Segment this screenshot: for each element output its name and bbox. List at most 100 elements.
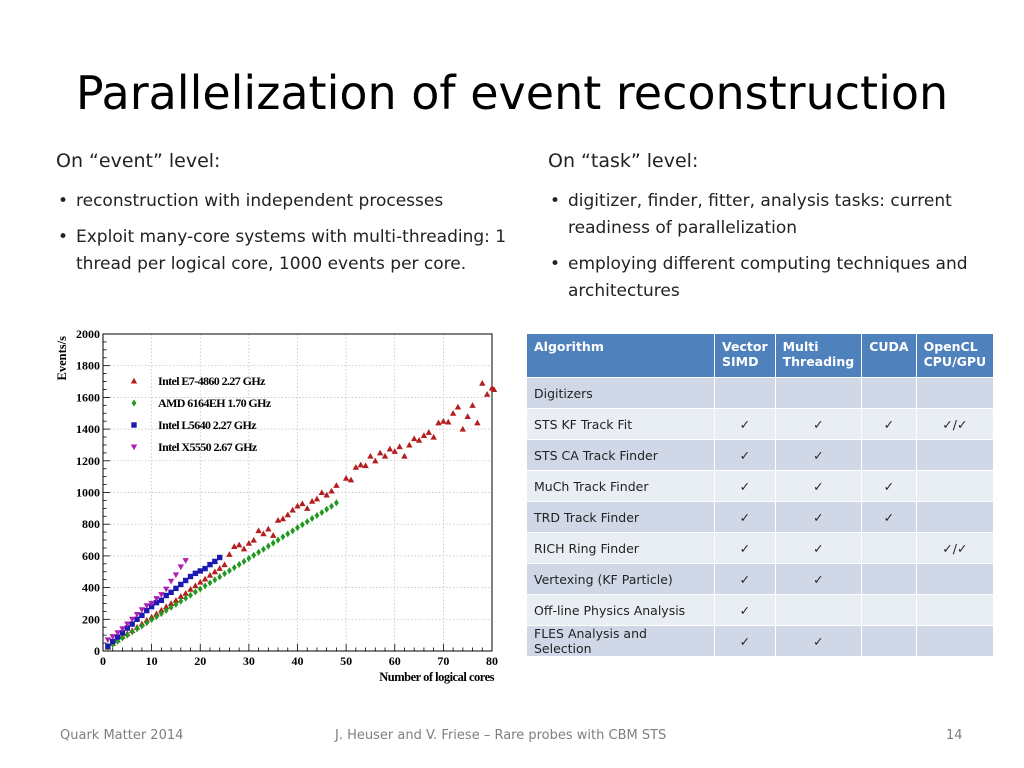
- data-point: [236, 560, 242, 568]
- opencl-cell: [915, 594, 995, 626]
- algorithm-cell: Digitizers: [526, 377, 715, 409]
- x-tick-label: 50: [340, 654, 352, 668]
- simd-cell: ✓: [714, 439, 776, 471]
- simd-cell: [714, 377, 776, 409]
- algorithm-cell: STS CA Track Finder: [526, 439, 715, 471]
- footer-conference: Quark Matter 2014: [60, 728, 184, 743]
- data-point: [454, 403, 462, 410]
- header-opencl: OpenCL CPU/GPU: [915, 333, 995, 378]
- data-point: [158, 592, 165, 598]
- y-tick-label: 0: [94, 644, 100, 658]
- data-point: [323, 491, 330, 498]
- slide-title: Parallelization of event reconstruction: [75, 66, 949, 120]
- data-point: [109, 634, 116, 640]
- data-point: [285, 530, 291, 538]
- table-row: Off-line Physics Analysis ✓: [526, 594, 995, 626]
- data-point: [415, 436, 423, 443]
- simd-cell: ✓: [714, 594, 776, 626]
- table-row: Vertexing (KF Particle) ✓ ✓: [526, 563, 995, 595]
- task-level-column: On “task” level: digitizer, finder, fitt…: [548, 150, 988, 314]
- data-point: [435, 419, 442, 426]
- data-point: [178, 581, 184, 588]
- data-point: [304, 518, 310, 526]
- threading-cell: [774, 377, 863, 409]
- data-point: [187, 585, 194, 592]
- x-tick-label: 20: [194, 654, 206, 668]
- simd-cell: ✓: [714, 563, 776, 595]
- data-point: [133, 611, 141, 618]
- y-tick-label: 200: [82, 612, 100, 626]
- data-point: [149, 616, 155, 624]
- x-axis-title: Number of logical cores: [379, 670, 494, 684]
- data-point: [313, 495, 321, 502]
- data-point: [217, 573, 223, 581]
- header-cuda: CUDA: [861, 333, 917, 378]
- data-point: [177, 564, 184, 571]
- plot-frame: [102, 333, 493, 652]
- legend-marker: [130, 377, 138, 384]
- simd-cell: ✓: [714, 408, 776, 440]
- data-point: [197, 578, 204, 585]
- cuda-cell: [861, 439, 917, 471]
- data-point: [207, 579, 213, 587]
- data-point: [280, 533, 286, 541]
- data-point: [128, 616, 136, 623]
- data-point: [284, 511, 291, 518]
- table-row: MuCh Track Finder ✓ ✓ ✓: [526, 470, 995, 502]
- data-point: [304, 505, 311, 511]
- data-point: [406, 441, 413, 448]
- threading-cell: ✓: [774, 563, 863, 595]
- data-point: [216, 565, 223, 571]
- data-point: [182, 558, 189, 564]
- data-point: [255, 527, 262, 534]
- opencl-cell: ✓/✓: [915, 532, 995, 564]
- data-point: [381, 452, 389, 459]
- legend-label: Intel L5640 2.27 GHz: [158, 418, 257, 432]
- threading-cell: ✓: [774, 408, 863, 440]
- event-level-bullets: reconstruction with independent processe…: [56, 188, 526, 278]
- threading-cell: [774, 594, 863, 626]
- data-point: [299, 500, 306, 507]
- data-point: [177, 593, 184, 599]
- y-tick-label: 1400: [76, 422, 100, 436]
- y-tick-label: 1800: [76, 359, 100, 373]
- x-tick-label: 30: [243, 654, 255, 668]
- data-point: [324, 505, 330, 513]
- opencl-cell: [915, 563, 995, 595]
- data-point: [163, 592, 169, 599]
- data-point: [158, 606, 165, 613]
- algorithm-cell: Off-line Physics Analysis: [526, 594, 715, 626]
- data-point: [240, 545, 248, 552]
- x-tick-label: 60: [389, 654, 401, 668]
- data-point: [261, 545, 266, 553]
- x-tick-label: 70: [437, 654, 449, 668]
- data-point: [279, 515, 287, 522]
- data-point: [319, 508, 325, 516]
- data-point: [124, 621, 131, 628]
- data-point: [226, 551, 233, 557]
- data-point: [401, 452, 408, 459]
- data-point: [124, 631, 130, 639]
- bullet-item: digitizer, finder, fitter, analysis task…: [548, 188, 988, 242]
- data-point: [129, 621, 135, 627]
- data-point: [376, 449, 384, 456]
- cuda-cell: ✓: [861, 408, 917, 440]
- data-point: [183, 594, 189, 602]
- task-level-bullets: digitizer, finder, fitter, analysis task…: [548, 188, 988, 305]
- table-header-row: Algorithm Vector SIMD Multi Threading CU…: [526, 333, 995, 378]
- data-point: [202, 565, 208, 572]
- cuda-cell: ✓: [861, 470, 917, 502]
- event-level-column: On “event” level: reconstruction with in…: [56, 150, 526, 287]
- simd-cell: ✓: [714, 625, 776, 657]
- data-point: [192, 570, 199, 577]
- data-point: [188, 591, 193, 599]
- table-row: RICH Ring Finder ✓ ✓ ✓/✓: [526, 532, 995, 564]
- opencl-cell: [915, 377, 995, 409]
- data-point: [105, 643, 111, 649]
- data-point: [211, 568, 219, 575]
- data-point: [148, 600, 155, 607]
- data-point: [154, 613, 159, 621]
- simd-cell: ✓: [714, 532, 776, 564]
- table-row: FLES Analysis and Selection ✓ ✓: [526, 625, 995, 657]
- data-point: [474, 419, 481, 426]
